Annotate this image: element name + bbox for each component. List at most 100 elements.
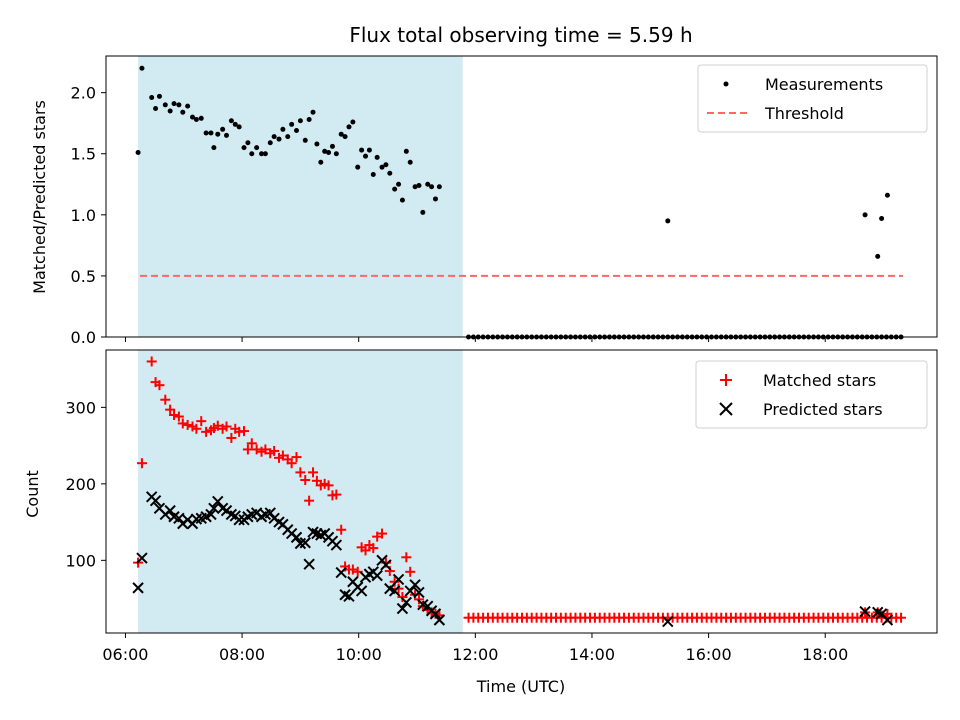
bottom-ticks: 06:00 08:00 10:00 12:00 14:00 16:00 18:00 100 20…	[65, 398, 848, 664]
measurement-point	[432, 196, 438, 202]
predicted-star-point	[400, 596, 413, 609]
measurement-point	[383, 162, 389, 168]
predicted-mark-b	[396, 602, 409, 615]
measurement-point	[176, 102, 182, 108]
measurement-point	[359, 147, 365, 153]
measurement-point	[254, 145, 260, 151]
matched-star-point	[336, 524, 347, 535]
predicted-star-point	[881, 614, 894, 626]
measurement-point	[333, 151, 339, 157]
measurement-point	[379, 164, 385, 170]
predicted-mark-b	[273, 516, 285, 528]
predicted-mark-b	[290, 531, 303, 544]
matched-star-point	[368, 543, 379, 554]
predicted-star-point	[173, 512, 185, 524]
matched-star-point	[246, 438, 257, 449]
measurement-point	[293, 128, 299, 134]
bottom-y-axis-label: Count	[23, 470, 42, 518]
matched-star-point	[136, 458, 147, 469]
predicted-star-point	[205, 508, 217, 521]
measurement-point	[185, 103, 191, 109]
top-legend-frame	[697, 64, 928, 133]
measurement-point	[329, 143, 335, 149]
measurement-point	[862, 212, 868, 218]
predicted-star-point	[396, 602, 409, 615]
matched-star-point	[191, 423, 202, 434]
measurement-point	[211, 145, 217, 151]
predicted-star-point	[429, 608, 442, 620]
measurement-point	[249, 151, 255, 157]
predicted-mark-b	[208, 502, 220, 515]
matched-star-point	[300, 475, 311, 486]
matched-star-point	[360, 545, 371, 556]
predicted-mark-b	[392, 573, 405, 586]
predicted-star-point	[409, 579, 421, 591]
predicted-star-point	[662, 615, 674, 628]
matched-star-point	[377, 528, 388, 539]
measurement-point	[208, 130, 214, 136]
legend-predicted-label: Predicted stars	[763, 400, 883, 419]
predicted-star-point	[388, 585, 401, 597]
measurement-point	[403, 148, 409, 154]
measurement-point	[276, 136, 282, 142]
matched-star-point	[308, 467, 319, 478]
measurement-point	[338, 131, 344, 137]
measurement-point	[156, 93, 162, 99]
predicted-star-point	[149, 494, 162, 507]
matched-star-point	[401, 552, 412, 563]
matched-star-point	[295, 467, 306, 478]
measurement-point	[884, 192, 890, 198]
matched-star-point	[291, 452, 302, 463]
measurement-point	[346, 124, 352, 130]
predicted-star-point	[290, 531, 303, 544]
predicted-mark-b	[168, 511, 180, 523]
predicted-mark-b	[212, 495, 224, 508]
measurement-point	[167, 108, 173, 114]
x-tick-label: 16:00	[686, 645, 732, 664]
matched-star-point	[146, 356, 157, 367]
measurement-point	[318, 159, 324, 165]
measurement-point	[193, 117, 199, 123]
predicted-star-point	[330, 539, 343, 551]
measurement-point	[436, 184, 442, 190]
predicted-mark-b	[299, 537, 311, 549]
x-tick-label: 12:00	[452, 645, 498, 664]
predicted-mark-b	[409, 579, 421, 591]
matched-star-point	[405, 566, 416, 577]
measurement-point	[224, 132, 230, 138]
matched-star-point	[242, 444, 253, 455]
measurement-point	[370, 172, 376, 178]
top-y-axis-label: Matched/Predicted stars	[30, 100, 49, 294]
bottom-axes-frame	[105, 349, 938, 634]
x-tick-label: 14:00	[569, 645, 615, 664]
bottom-legend: Matched stars Predicted stars	[695, 360, 928, 429]
measurement-point	[875, 253, 881, 259]
measurement-point	[396, 181, 402, 187]
measurement-point	[236, 124, 242, 130]
predicted-star-point	[264, 507, 276, 519]
measurement-point	[271, 134, 277, 140]
measurement-point	[412, 184, 418, 190]
predicted-mark-b	[355, 585, 368, 597]
x-tick-label: 10:00	[336, 645, 382, 664]
matched-star-point	[393, 583, 404, 594]
measurement-point	[262, 151, 268, 157]
predicted-star-point	[233, 514, 245, 526]
predicted-star-point	[299, 537, 311, 549]
measurement-point	[665, 218, 671, 224]
matched-star-point	[160, 394, 171, 405]
predicted-star-point	[371, 569, 383, 582]
observing-span-bottom	[138, 350, 463, 633]
top-ticks: 0.0 0.5 1.0 1.5 2.0	[71, 84, 826, 347]
predicted-mark-b	[872, 606, 884, 619]
x-tick-label: 06:00	[102, 645, 148, 664]
predicted-star-point	[859, 605, 871, 618]
matched-star-point	[221, 421, 232, 432]
measurement-point	[387, 170, 393, 176]
bottom-y-tick-label: 300	[65, 398, 96, 417]
matched-star-point	[165, 404, 176, 415]
bottom-y-tick-label: 100	[65, 551, 96, 570]
measurement-point	[259, 151, 265, 157]
predicted-mark-b	[417, 598, 429, 611]
